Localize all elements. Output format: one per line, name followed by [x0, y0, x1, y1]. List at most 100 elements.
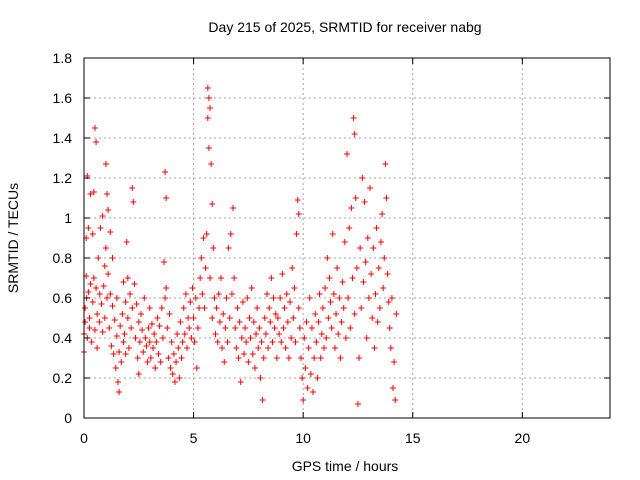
data-point — [163, 195, 170, 201]
data-point — [102, 245, 109, 251]
data-point — [337, 355, 344, 361]
data-point — [128, 325, 135, 331]
data-point — [331, 345, 338, 351]
chart-title: Day 215 of 2025, SRMTID for receiver nab… — [208, 19, 481, 35]
x-tick-label: 0 — [80, 430, 88, 446]
data-point — [382, 161, 389, 167]
data-point — [319, 305, 326, 311]
data-point — [212, 331, 219, 337]
data-point — [313, 339, 320, 345]
data-point — [151, 331, 158, 337]
data-point — [257, 375, 264, 381]
data-point — [304, 385, 311, 391]
data-point — [127, 291, 134, 297]
data-point — [162, 169, 169, 175]
data-point — [370, 245, 377, 251]
y-tick-label: 0 — [64, 410, 72, 426]
data-point — [142, 335, 149, 341]
data-point — [173, 359, 180, 365]
data-point — [317, 355, 324, 361]
data-point — [82, 305, 89, 311]
data-point — [239, 299, 246, 305]
data-point — [315, 319, 322, 325]
data-point — [135, 371, 142, 377]
data-point — [197, 275, 204, 281]
data-point — [268, 275, 275, 281]
data-point — [102, 161, 109, 167]
data-point — [91, 327, 98, 333]
data-point — [122, 299, 129, 305]
data-point — [159, 335, 166, 341]
data-point — [385, 299, 392, 305]
data-point — [308, 325, 315, 331]
data-point — [120, 339, 127, 345]
data-point — [95, 255, 102, 261]
data-point — [96, 319, 103, 325]
data-point — [113, 333, 120, 339]
data-point — [324, 255, 331, 261]
data-point — [249, 351, 256, 357]
data-point — [271, 325, 278, 331]
data-point — [181, 331, 188, 337]
data-point — [193, 365, 200, 371]
data-point — [189, 285, 196, 291]
data-point — [354, 401, 361, 407]
data-point — [348, 205, 355, 211]
data-point — [230, 205, 237, 211]
data-point — [250, 319, 257, 325]
data-point — [99, 329, 106, 335]
data-point — [345, 295, 352, 301]
data-point — [289, 265, 296, 271]
data-point — [281, 305, 288, 311]
data-point — [224, 339, 231, 345]
data-point — [295, 211, 302, 217]
data-point — [391, 359, 398, 365]
data-point — [276, 331, 283, 337]
data-point — [379, 211, 386, 217]
data-point — [302, 365, 309, 371]
data-points — [81, 85, 400, 407]
data-point — [223, 295, 230, 301]
y-tick-label: 0.8 — [53, 250, 73, 266]
data-point — [258, 339, 265, 345]
data-point — [140, 349, 147, 355]
data-point — [110, 351, 117, 357]
data-point — [226, 315, 233, 321]
data-point — [381, 255, 388, 261]
x-tick-label: 20 — [515, 430, 531, 446]
y-tick-label: 1.8 — [53, 50, 73, 66]
axis-ticks — [83, 57, 610, 419]
data-point — [178, 355, 185, 361]
data-point — [253, 331, 260, 337]
data-point — [288, 335, 295, 341]
data-point — [316, 291, 323, 297]
data-point — [121, 331, 128, 337]
data-point — [91, 125, 98, 131]
data-point — [207, 275, 214, 281]
data-point — [116, 389, 123, 395]
data-point — [109, 255, 116, 261]
data-point — [180, 305, 187, 311]
data-point — [90, 189, 97, 195]
data-point — [166, 311, 173, 317]
data-point — [233, 345, 240, 351]
data-point — [392, 397, 399, 403]
data-point — [371, 345, 378, 351]
data-point — [202, 265, 209, 271]
data-point — [266, 305, 273, 311]
data-point — [336, 295, 343, 301]
data-point — [82, 319, 89, 325]
data-point — [101, 263, 108, 269]
data-point — [320, 345, 327, 351]
data-point — [326, 275, 333, 281]
x-tick-label: 10 — [295, 430, 311, 446]
data-point — [146, 305, 153, 311]
data-point — [174, 331, 181, 337]
data-point — [97, 225, 104, 231]
data-point — [375, 265, 382, 271]
data-point — [380, 285, 387, 291]
data-point — [358, 305, 365, 311]
data-point — [390, 385, 397, 391]
data-point — [246, 315, 253, 321]
